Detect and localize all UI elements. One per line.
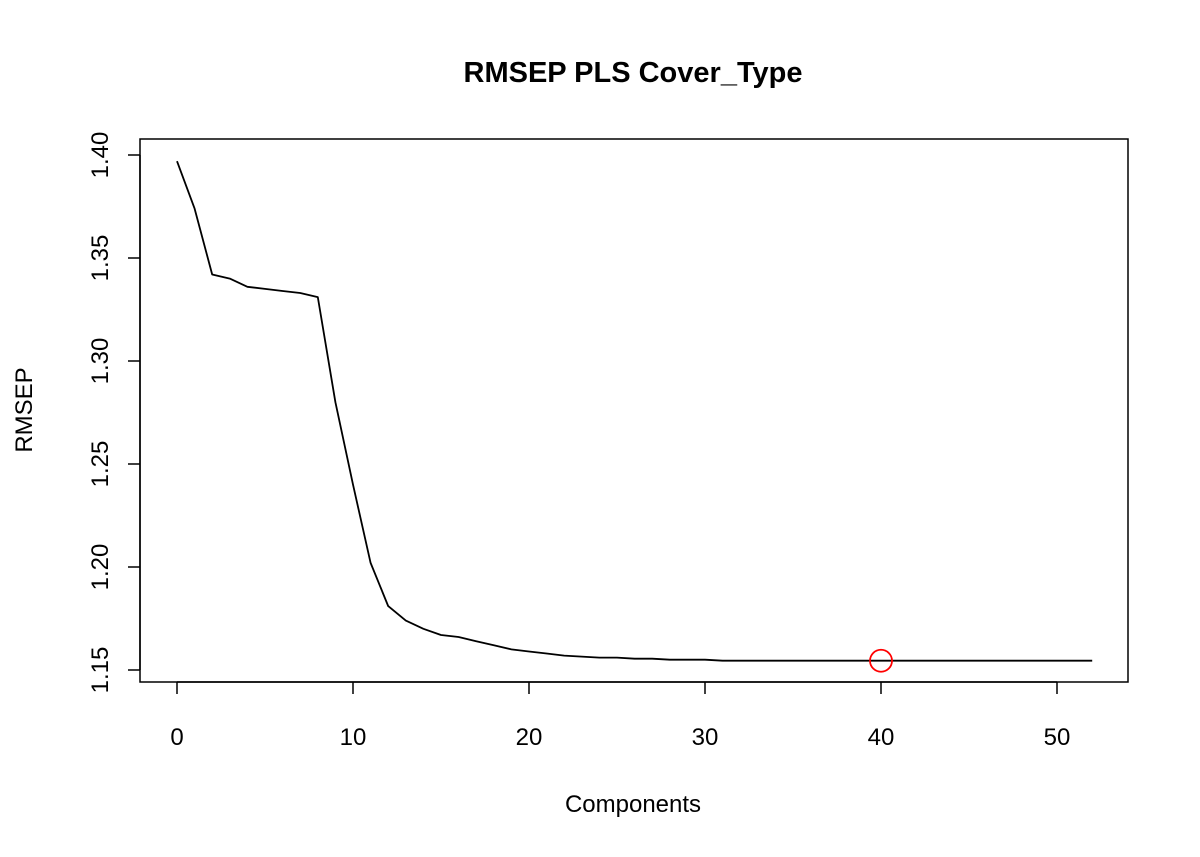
x-tick-label: 10 xyxy=(340,724,367,751)
y-tick-label: 1.35 xyxy=(87,235,114,282)
plot-frame xyxy=(139,138,1129,683)
y-tick-label: 1.20 xyxy=(87,544,114,591)
chart-title: RMSEP PLS Cover_Type xyxy=(464,57,803,89)
x-tick-label: 0 xyxy=(170,724,183,751)
y-axis-label: RMSEP xyxy=(11,367,38,452)
y-tick-label: 1.15 xyxy=(87,647,114,694)
x-tick-label: 40 xyxy=(868,724,895,751)
selected-component-marker xyxy=(869,648,893,673)
y-tick-label: 1.25 xyxy=(87,441,114,488)
x-tick-label: 50 xyxy=(1044,724,1071,751)
x-axis: 0 10 20 30 40 50 xyxy=(170,681,1071,751)
rmsep-line xyxy=(176,160,1093,662)
x-axis-label: Components xyxy=(565,791,701,818)
y-tick-label: 1.30 xyxy=(87,338,114,385)
y-tick-label: 1.40 xyxy=(87,132,114,179)
x-tick-label: 20 xyxy=(516,724,543,751)
y-axis: 1.15 1.20 1.25 1.30 1.35 1.40 xyxy=(87,132,141,694)
x-tick-label: 30 xyxy=(692,724,719,751)
